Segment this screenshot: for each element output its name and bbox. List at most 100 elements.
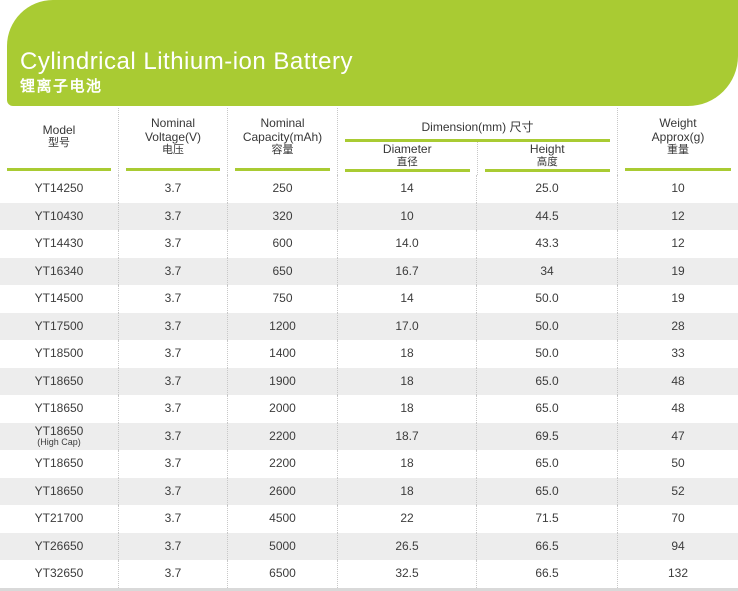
cell-height: 65.0: [476, 450, 617, 478]
cell-voltage: 3.7: [118, 532, 227, 560]
header-model-zh: 型号: [48, 137, 70, 149]
green-underline: [7, 168, 111, 171]
cell-model: YT18650: [34, 401, 84, 416]
cell-weight: 12: [617, 230, 738, 258]
cell-height: 25.0: [476, 175, 617, 203]
cell-weight: 132: [617, 560, 738, 588]
cell-capacity: 2200: [227, 450, 337, 478]
cell-capacity: 250: [227, 175, 337, 203]
table-row: YT18650 3.7 2200 18 65.0 50: [0, 450, 738, 478]
header-diameter: Diameter 直径: [338, 142, 477, 175]
cell-height: 50.0: [476, 312, 617, 340]
cell-weight: 52: [617, 477, 738, 505]
header-height-zh: 高度: [536, 156, 558, 168]
battery-spec-table: Model 型号 Nominal Voltage(V) 电压 Nominal C…: [0, 108, 738, 591]
cell-model: YT14250: [34, 181, 84, 196]
green-underline: [484, 169, 610, 172]
cell-weight: 94: [617, 532, 738, 560]
header-diameter-en: Diameter: [382, 142, 432, 156]
cell-weight: 70: [617, 505, 738, 533]
header-capacity-en: Nominal Capacity(mAh): [242, 116, 323, 144]
cell-weight: 50: [617, 450, 738, 478]
cell-model: YT18650: [34, 456, 84, 471]
green-underline: [345, 139, 610, 142]
cell-weight: 19: [617, 285, 738, 313]
cell-model: YT21700: [34, 511, 84, 526]
table-body: YT14250 3.7 250 14 25.0 10 YT10430: [0, 175, 738, 588]
table-row: YT21700 3.7 4500 22 71.5 70: [0, 505, 738, 533]
table-row: YT10430 3.7 320 10 44.5 12: [0, 202, 738, 230]
cell-diameter: 17.0: [337, 312, 476, 340]
page-title: Cylindrical Lithium-ion Battery: [20, 48, 353, 75]
table-row: YT18650 3.7 2600 18 65.0 52: [0, 477, 738, 505]
cell-voltage: 3.7: [118, 477, 227, 505]
cell-model: YT16340: [34, 263, 84, 278]
cell-voltage: 3.7: [118, 560, 227, 588]
header-height-en: Height: [529, 142, 565, 156]
page-subtitle: 锂离子电池: [20, 78, 103, 95]
cell-height: 65.0: [476, 477, 617, 505]
cell-model: YT18650 (High Cap): [34, 424, 84, 448]
header-capacity-zh: 容量: [271, 144, 294, 156]
cell-model: YT18650: [34, 483, 84, 498]
cell-diameter: 18: [337, 340, 476, 368]
cell-height: 65.0: [476, 395, 617, 423]
header-model: Model 型号: [0, 108, 118, 175]
header-dimension-label: Dimension(mm) 尺寸: [421, 119, 534, 134]
cell-capacity: 4500: [227, 505, 337, 533]
cell-weight: 33: [617, 340, 738, 368]
table-row: YT18500 3.7 1400 18 50.0 33: [0, 340, 738, 368]
table-row: YT26650 3.7 5000 26.5 66.5 94: [0, 532, 738, 560]
header-voltage: Nominal Voltage(V) 电压: [118, 108, 227, 175]
cell-height: 50.0: [476, 340, 617, 368]
cell-capacity: 6500: [227, 560, 337, 588]
table-row: YT18650 (High Cap) 3.7 2200 18.7 69.5 47: [0, 422, 738, 450]
cell-model: YT10430: [34, 208, 84, 223]
cell-capacity: 600: [227, 230, 337, 258]
table-row: YT14430 3.7 600 14.0 43.3 12: [0, 230, 738, 258]
cell-voltage: 3.7: [118, 257, 227, 285]
cell-weight: 47: [617, 422, 738, 450]
cell-diameter: 16.7: [337, 257, 476, 285]
cell-capacity: 650: [227, 257, 337, 285]
cell-height: 44.5: [476, 202, 617, 230]
cell-capacity: 5000: [227, 532, 337, 560]
cell-capacity: 320: [227, 202, 337, 230]
table-row: YT18650 3.7 1900 18 65.0 48: [0, 367, 738, 395]
header-voltage-zh: 电压: [162, 144, 184, 156]
cell-height: 69.5: [476, 422, 617, 450]
cell-diameter: 18: [337, 450, 476, 478]
cell-model: YT18650: [34, 373, 84, 388]
cell-model: YT14500: [34, 291, 84, 306]
table-row: YT16340 3.7 650 16.7 34 19: [0, 257, 738, 285]
header-weight-en: Weight Approx(g): [651, 116, 705, 144]
cell-height: 66.5: [476, 532, 617, 560]
cell-capacity: 2200: [227, 422, 337, 450]
cell-voltage: 3.7: [118, 422, 227, 450]
cell-diameter: 26.5: [337, 532, 476, 560]
cell-weight: 48: [617, 395, 738, 423]
cell-capacity: 1900: [227, 367, 337, 395]
cell-capacity: 2000: [227, 395, 337, 423]
cell-voltage: 3.7: [118, 285, 227, 313]
cell-diameter: 14.0: [337, 230, 476, 258]
cell-capacity: 1400: [227, 340, 337, 368]
table-bottom-border: [0, 587, 738, 591]
cell-model: YT14430: [34, 236, 84, 251]
cell-height: 43.3: [476, 230, 617, 258]
cell-diameter: 10: [337, 202, 476, 230]
cell-voltage: 3.7: [118, 340, 227, 368]
cell-diameter: 18: [337, 367, 476, 395]
cell-model: YT18500: [34, 346, 84, 361]
dimension-subcolumns: Diameter 直径 Height 高度: [338, 142, 617, 175]
header-capacity: Nominal Capacity(mAh) 容量: [227, 108, 337, 175]
cell-voltage: 3.7: [118, 505, 227, 533]
table-row: YT17500 3.7 1200 17.0 50.0 28: [0, 312, 738, 340]
cell-weight: 10: [617, 175, 738, 203]
cell-weight: 48: [617, 367, 738, 395]
cell-voltage: 3.7: [118, 395, 227, 423]
table-row: YT14500 3.7 750 14 50.0 19: [0, 285, 738, 313]
cell-voltage: 3.7: [118, 367, 227, 395]
header-height: Height 高度: [476, 142, 618, 175]
cell-height: 34: [476, 257, 617, 285]
